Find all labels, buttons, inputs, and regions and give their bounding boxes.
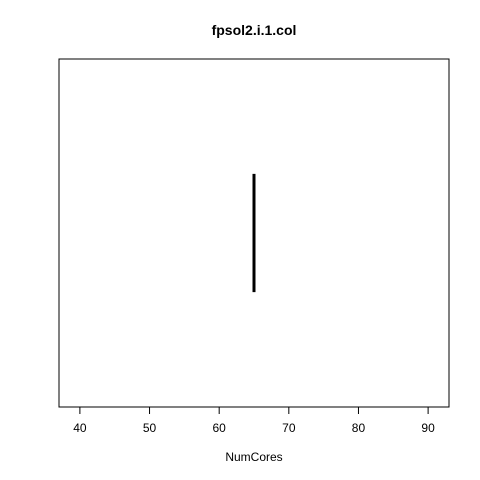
x-tick-label: 50 <box>143 421 157 435</box>
x-tick-label: 70 <box>282 421 296 435</box>
x-axis-ticks: 40 50 60 70 80 90 <box>73 407 435 435</box>
chart-title: fpsol2.i.1.col <box>212 22 297 38</box>
x-tick-label: 40 <box>73 421 87 435</box>
x-axis-label: NumCores <box>225 450 282 464</box>
x-tick-label: 80 <box>352 421 366 435</box>
x-tick-label: 90 <box>421 421 435 435</box>
x-tick-label: 60 <box>212 421 226 435</box>
